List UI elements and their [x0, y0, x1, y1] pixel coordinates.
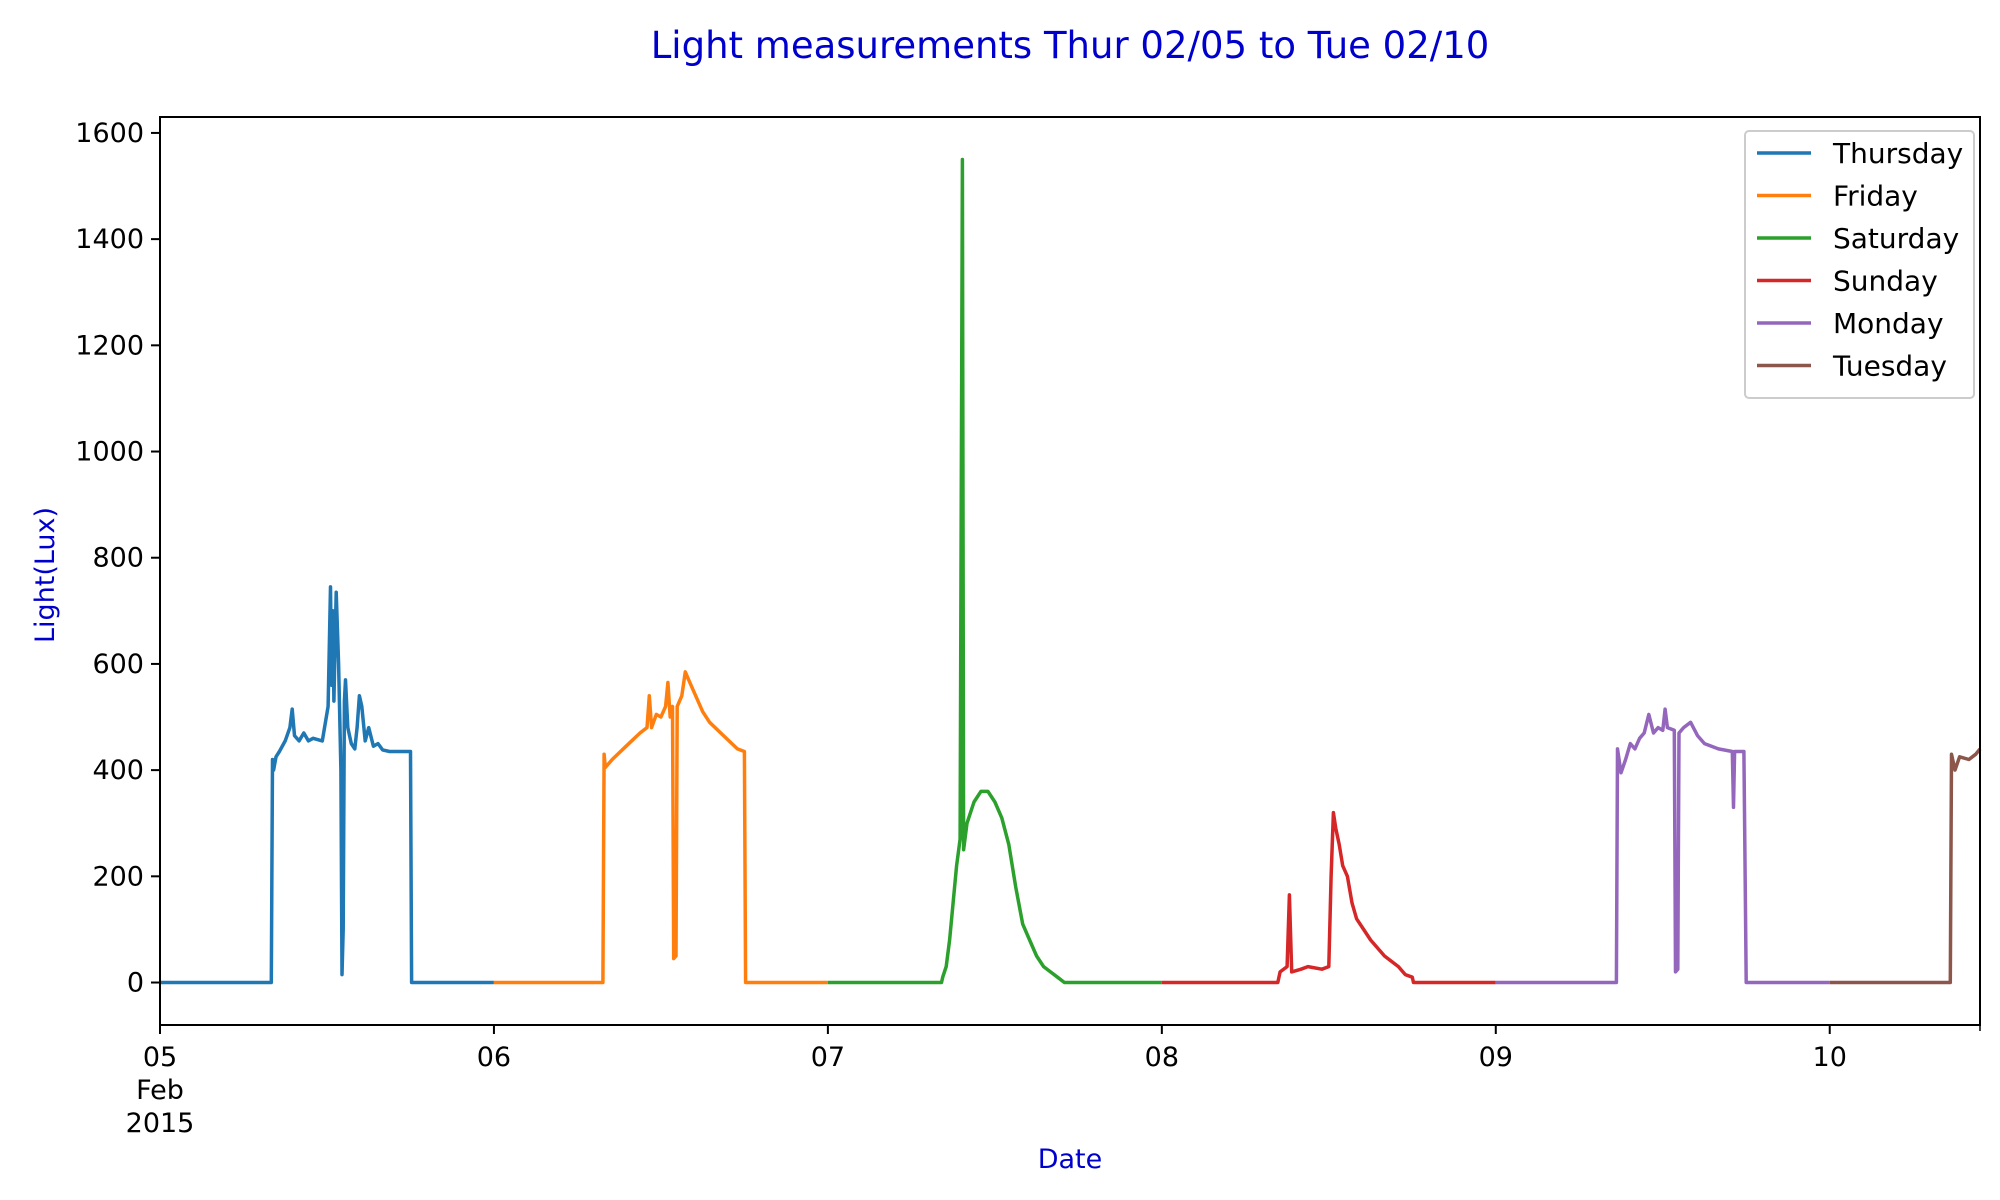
legend-box [1744, 130, 1975, 399]
y-tick-label: 1200 [75, 330, 144, 361]
y-tick-label: 1400 [75, 224, 144, 255]
y-tick-label: 1600 [75, 118, 144, 149]
x-tick-label: 10 [1813, 1042, 1847, 1073]
series-line-monday [1495, 707, 1830, 985]
legend-label-tuesday: Tuesday [1832, 350, 1947, 383]
y-axis: 0 200 400 600 800 1000 1200 1400 1600 [75, 118, 160, 999]
plot-lines [160, 157, 1982, 985]
legend-label-saturday: Saturday [1833, 222, 1959, 255]
legend-label-sunday: Sunday [1833, 265, 1938, 298]
y-tick-label: 1000 [75, 437, 144, 468]
y-tick-label: 800 [92, 543, 144, 574]
x-tick-label: 09 [1479, 1042, 1513, 1073]
y-tick-label: 600 [92, 649, 144, 680]
x-tick-label: Feb [136, 1075, 184, 1106]
series-line-sunday [1161, 810, 1496, 985]
x-tick-label: 05 [143, 1042, 177, 1073]
x-tick-label: 06 [477, 1042, 511, 1073]
legend-label-monday: Monday [1833, 307, 1944, 340]
legend-label-thursday: Thursday [1832, 137, 1963, 170]
plot-area-frame [159, 116, 1981, 1026]
x-axis-label: Date [1038, 1144, 1103, 1175]
y-axis-label: Light(Lux) [30, 507, 61, 643]
legend: Thursday Friday Saturday Sunday Monday Tuesda… [1744, 130, 1975, 399]
series-line-tuesday [1829, 747, 1982, 985]
x-tick-label: 2015 [126, 1108, 195, 1139]
x-tick-label: 07 [811, 1042, 845, 1073]
chart-title: Light measurements Thur 02/05 to Tue 02/… [651, 24, 1490, 67]
series-line-thursday [160, 585, 494, 985]
y-tick-label: 400 [92, 755, 144, 786]
series-line-friday [493, 670, 828, 985]
y-tick-label: 0 [127, 968, 144, 999]
x-tick-label: 08 [1145, 1042, 1179, 1073]
series-line-saturday [827, 157, 1162, 985]
legend-label-friday: Friday [1833, 180, 1918, 213]
y-tick-label: 200 [92, 861, 144, 892]
